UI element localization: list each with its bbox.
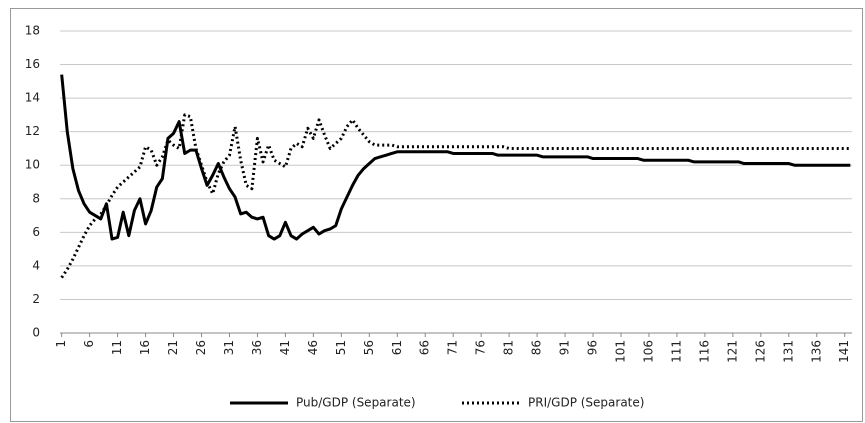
- x-tick-label: 26: [194, 340, 208, 355]
- y-tick-label: 6: [32, 225, 40, 239]
- x-tick-label: 16: [138, 340, 152, 355]
- y-tick-label: 8: [32, 191, 40, 205]
- x-tick-label: 41: [278, 340, 292, 355]
- x-tick-label: 111: [669, 340, 683, 363]
- x-tick-label: 121: [725, 340, 739, 363]
- x-tick-label: 136: [809, 340, 823, 363]
- x-tick-label: 71: [446, 340, 460, 355]
- x-tick-label: 61: [390, 340, 404, 355]
- y-tick-label: 14: [25, 91, 40, 105]
- x-tick-label: 141: [837, 340, 851, 363]
- legend-label: Pub/GDP (Separate): [296, 396, 416, 410]
- x-tick-label: 31: [222, 340, 236, 355]
- x-tick-label: 51: [334, 340, 348, 355]
- x-tick-label: 6: [82, 340, 96, 348]
- y-tick-label: 4: [32, 258, 40, 272]
- x-tick-label: 66: [418, 340, 432, 355]
- x-tick-label: 86: [530, 340, 544, 355]
- x-tick-label: 116: [697, 340, 711, 363]
- x-tick-label: 36: [250, 340, 264, 355]
- y-tick-label: 10: [25, 158, 40, 172]
- x-tick-label: 101: [614, 340, 628, 363]
- line-series: [60, 74, 851, 241]
- x-tick-label: 131: [781, 340, 795, 363]
- x-tick-label: 96: [586, 340, 600, 355]
- y-tick-label: 16: [25, 57, 40, 71]
- x-tick-label: 56: [362, 340, 376, 355]
- x-tick-label: 11: [110, 340, 124, 355]
- chart-frame: [10, 8, 863, 422]
- x-tick-label: 76: [474, 340, 488, 355]
- x-tick-label: 106: [641, 340, 655, 363]
- y-tick-label: 12: [25, 124, 40, 138]
- y-tick-label: 0: [32, 326, 40, 340]
- x-tick-label: 21: [166, 340, 180, 355]
- y-tick-label: 18: [25, 24, 40, 38]
- x-tick-label: 1: [54, 340, 68, 348]
- x-tick-label: 46: [306, 340, 320, 355]
- x-tick-label: 126: [753, 340, 767, 363]
- legend-label: PRI/GDP (Separate): [528, 396, 644, 410]
- y-tick-label: 2: [32, 292, 40, 306]
- x-tick-label: 81: [502, 340, 516, 355]
- x-tick-label: 91: [558, 340, 572, 355]
